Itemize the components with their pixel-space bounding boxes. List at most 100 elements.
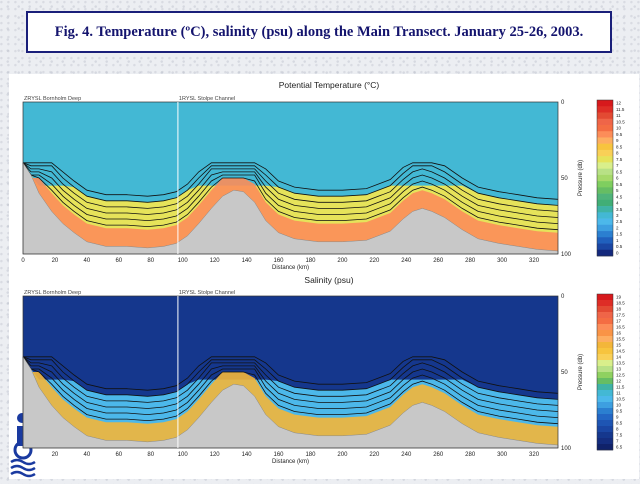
colorbar-swatch xyxy=(597,360,613,367)
figure-svg: Potential Temperature (°C) ZRYSL Bornholm… xyxy=(9,80,625,478)
contour-line xyxy=(22,356,559,412)
colorbar-label: 10 xyxy=(616,403,622,408)
contour-line xyxy=(22,162,559,212)
y-tick-label: 50 xyxy=(561,370,568,376)
colorbar-swatch xyxy=(597,306,613,313)
colorbar-swatch xyxy=(597,348,613,355)
colorbar-label: 1.5 xyxy=(616,232,623,237)
colorbar-swatch xyxy=(597,231,613,238)
colorbar-swatch xyxy=(597,100,613,107)
colorbar-swatch xyxy=(597,426,613,433)
colorbar-swatch xyxy=(597,212,613,219)
contour-line xyxy=(22,162,559,218)
colorbar-swatch xyxy=(597,162,613,169)
chart-title: Potential Temperature (°C) xyxy=(279,80,380,90)
colorbar-label: 3 xyxy=(616,213,619,218)
x-tick-label: 60 xyxy=(115,258,122,264)
colorbar-label: 9.5 xyxy=(616,132,623,137)
colorbar-swatch xyxy=(597,300,613,307)
x-axis-label: Distance (km) xyxy=(272,459,309,465)
colorbar-label: 11 xyxy=(616,391,621,396)
colorbar-swatch xyxy=(597,408,613,415)
colorbar-swatch xyxy=(597,218,613,226)
y-tick-label: 100 xyxy=(561,446,572,452)
colorbar-swatch xyxy=(597,324,613,331)
contour-line xyxy=(23,356,559,394)
colorbar-label: 17 xyxy=(616,319,622,324)
plot-frame xyxy=(22,101,559,255)
colorbar-label: 17.5 xyxy=(616,313,625,318)
slide-title: Fig. 4. Temperature (ºC), salinity (psu)… xyxy=(54,23,584,40)
colorbar-swatch xyxy=(597,390,613,397)
colorbar-label: 15.5 xyxy=(616,337,625,342)
colorbar-label: 8.5 xyxy=(616,144,623,149)
x-axis-label: Distance (km) xyxy=(272,265,309,271)
x-tick-label: 0 xyxy=(21,258,25,264)
x-tick-label: 320 xyxy=(529,258,540,264)
colorbar-swatch xyxy=(597,137,613,144)
x-tick-label: 260 xyxy=(433,452,444,458)
y-axis-label: Pressure (db) xyxy=(578,160,584,196)
x-tick-label: 200 xyxy=(337,258,348,264)
colorbar-label: 19 xyxy=(616,295,622,300)
x-tick-label: 300 xyxy=(497,452,508,458)
station-label: ZRYSL Bornholm Deep xyxy=(24,290,81,296)
colorbar-swatch xyxy=(597,396,613,403)
x-tick-label: 260 xyxy=(433,258,444,264)
seabed xyxy=(22,161,559,255)
colorbar-swatch xyxy=(597,143,613,151)
x-tick-label: 280 xyxy=(465,452,476,458)
x-tick-label: 180 xyxy=(305,258,316,264)
colorbar-swatch xyxy=(597,243,613,251)
contour-line xyxy=(22,356,559,400)
x-tick-label: 240 xyxy=(401,258,412,264)
y-tick-label: 50 xyxy=(561,176,568,182)
colorbar-swatch xyxy=(597,432,613,439)
colorbar-swatch xyxy=(597,438,613,445)
colorbar-label: 15 xyxy=(616,343,622,348)
chart-title: Salinity (psu) xyxy=(304,275,353,285)
colorbar-label: 14 xyxy=(616,355,622,360)
colorbar-label: 13.5 xyxy=(616,361,625,366)
x-tick-label: 100 xyxy=(178,258,189,264)
x-tick-label: 80 xyxy=(147,452,154,458)
colorbar-label: 5 xyxy=(616,188,619,193)
colorbar-label: 8 xyxy=(616,151,619,156)
y-tick-label: 100 xyxy=(561,252,572,258)
colorbar-label: 2 xyxy=(616,225,619,230)
x-tick-label: 280 xyxy=(465,258,476,264)
colorbar-swatch xyxy=(597,294,613,301)
colorbar-label: 5.5 xyxy=(616,182,623,187)
colorbar-swatch xyxy=(597,372,613,379)
slide-title-box: Fig. 4. Temperature (ºC), salinity (psu)… xyxy=(26,11,612,53)
x-tick-label: 120 xyxy=(210,452,221,458)
colorbar-label: 11.5 xyxy=(616,107,625,112)
colorbar-swatch xyxy=(597,174,613,182)
colorbar-swatch xyxy=(597,131,613,138)
station-label: 1RYSL Stolpe Channel xyxy=(179,290,235,296)
y-tick-label: 0 xyxy=(561,294,565,300)
colorbar-label: 11.5 xyxy=(616,385,625,390)
colorbar-swatch xyxy=(597,402,613,409)
x-tick-label: 140 xyxy=(242,258,253,264)
colorbar-label: 6 xyxy=(616,176,619,181)
colorbar-swatch xyxy=(597,187,613,194)
x-tick-label: 80 xyxy=(147,258,154,264)
x-tick-label: 20 xyxy=(52,452,59,458)
x-tick-label: 220 xyxy=(369,258,380,264)
colorbar-label: 7.5 xyxy=(616,157,623,162)
colorbar-swatch xyxy=(597,366,613,373)
colorbar-swatch xyxy=(597,354,613,361)
colorbar-label: 18.5 xyxy=(616,301,625,306)
colorbar-swatch xyxy=(597,156,613,163)
colorbar-label: 9 xyxy=(616,415,619,420)
x-tick-label: 20 xyxy=(52,258,59,264)
seabed xyxy=(22,355,559,449)
colorbar-label: 2.5 xyxy=(616,219,623,224)
colorbar-label: 9.5 xyxy=(616,409,623,414)
colorbar-label: 6.5 xyxy=(616,445,623,450)
colorbar-swatch xyxy=(597,420,613,427)
station-label: 1RYSL Stolpe Channel xyxy=(179,96,235,102)
colorbar-swatch xyxy=(597,414,613,421)
contour-line xyxy=(22,356,559,425)
